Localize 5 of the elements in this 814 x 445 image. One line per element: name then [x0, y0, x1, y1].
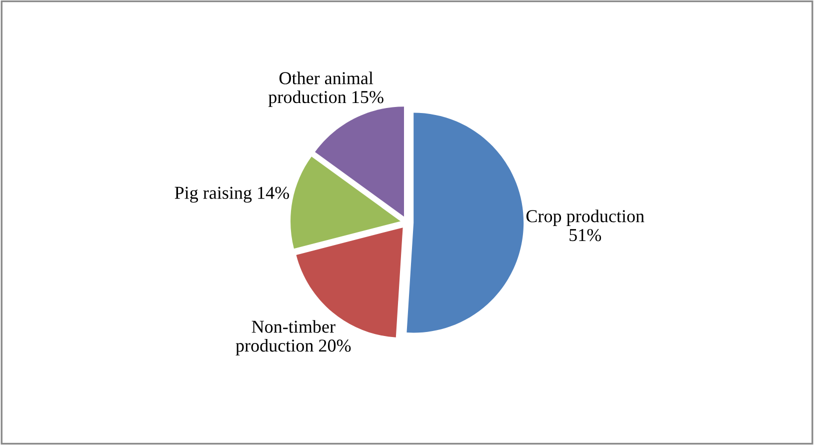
- slice-label: Crop production: [526, 210, 644, 226]
- slice-label: Other animal production 15%: [268, 72, 384, 107]
- slice-label: Non-timber production 20%: [236, 320, 351, 356]
- slice-label: Pig raising 14%: [174, 186, 290, 203]
- data-label: 51%: [570, 228, 602, 242]
